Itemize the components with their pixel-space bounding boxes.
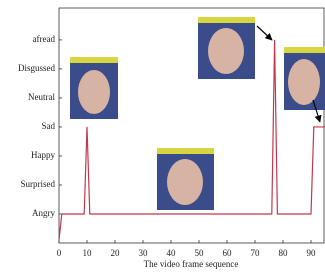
x-tick-label: 60 bbox=[223, 248, 233, 258]
x-tick-label: 0 bbox=[57, 248, 62, 258]
y-tick-label: Sad bbox=[42, 121, 56, 131]
x-tick-label: 40 bbox=[167, 248, 177, 258]
x-tick-label: 90 bbox=[307, 248, 317, 258]
x-tick-label: 10 bbox=[83, 248, 93, 258]
x-tick-label: 30 bbox=[139, 248, 149, 258]
x-tick-label: 80 bbox=[279, 248, 289, 258]
y-tick-label: Surprised bbox=[21, 179, 56, 189]
face-image bbox=[70, 57, 118, 119]
y-tick-label: Happy bbox=[31, 150, 55, 160]
face-image bbox=[284, 47, 325, 110]
x-tick-label: 50 bbox=[195, 248, 205, 258]
face-images bbox=[70, 17, 325, 210]
y-tick-label: Angry bbox=[32, 208, 55, 218]
x-tick-label: 20 bbox=[111, 248, 121, 258]
x-tick-label: 70 bbox=[251, 248, 261, 258]
y-tick-label: afread bbox=[33, 34, 56, 44]
face-image bbox=[198, 17, 255, 79]
y-tick-label: Neutral bbox=[28, 92, 55, 102]
face-image bbox=[157, 148, 214, 210]
x-axis-label: The video frame sequence bbox=[144, 259, 239, 269]
y-tick-label: Disgussed bbox=[18, 63, 56, 73]
arrow bbox=[257, 26, 272, 40]
chart: The video frame sequence Angry Surprised H… bbox=[0, 0, 325, 271]
